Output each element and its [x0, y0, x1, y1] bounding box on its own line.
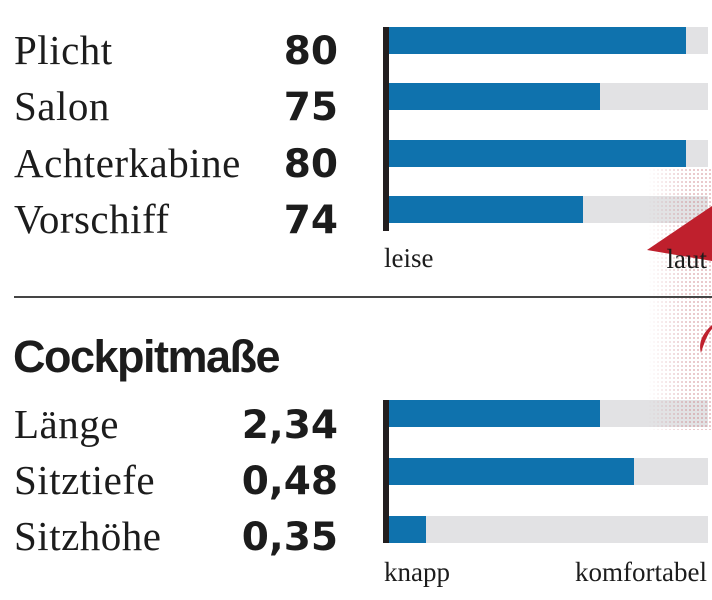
bar-track	[389, 196, 708, 223]
bar-track	[389, 140, 708, 167]
table-row: Achterkabine 80	[14, 140, 338, 187]
bar-track	[389, 516, 708, 543]
row-label: Sitztiefe	[14, 457, 156, 503]
bar-fill	[389, 400, 600, 427]
table-row: Sitzhöhe 0,35	[14, 513, 338, 560]
bar-track	[389, 83, 708, 110]
row-value: 2,34	[241, 403, 338, 448]
red-sliver	[700, 325, 712, 353]
section-divider	[14, 296, 712, 298]
bar-track	[389, 400, 708, 427]
row-label: Plicht	[14, 27, 113, 73]
bar-fill	[389, 196, 583, 223]
bar-fill	[389, 83, 600, 110]
scale-max-label: laut	[666, 244, 708, 274]
scale-max-label: komfortabel	[575, 557, 707, 587]
table-row: Länge 2,34	[14, 401, 338, 448]
section-heading: Cockpitmaße	[13, 331, 281, 382]
table-row: Sitztiefe 0,48	[14, 457, 338, 504]
row-label: Länge	[14, 401, 119, 447]
scale-min-label: knapp	[384, 557, 450, 587]
bar-track	[389, 27, 708, 54]
row-value: 80	[283, 29, 338, 74]
scale-min-label: leise	[384, 243, 434, 273]
row-label: Sitzhöhe	[14, 513, 162, 559]
bar-fill	[389, 458, 634, 485]
bar-fill	[389, 516, 426, 543]
row-value: 0,48	[241, 459, 338, 504]
row-value: 80	[283, 142, 338, 187]
table-row: Plicht 80	[14, 27, 338, 74]
row-value: 0,35	[241, 515, 338, 560]
row-label: Vorschiff	[14, 196, 170, 242]
row-value: 74	[283, 198, 338, 243]
cockpit-chart-axis	[383, 400, 389, 543]
row-label: Achterkabine	[14, 140, 241, 186]
row-value: 75	[283, 85, 338, 130]
noise-chart-axis	[383, 27, 389, 231]
row-label: Salon	[14, 83, 110, 129]
bar-track	[389, 458, 708, 485]
table-row: Salon 75	[14, 83, 338, 130]
red-arrow-tip	[647, 206, 712, 261]
table-row: Vorschiff 74	[14, 196, 338, 243]
bar-fill	[389, 27, 686, 54]
bar-fill	[389, 140, 686, 167]
